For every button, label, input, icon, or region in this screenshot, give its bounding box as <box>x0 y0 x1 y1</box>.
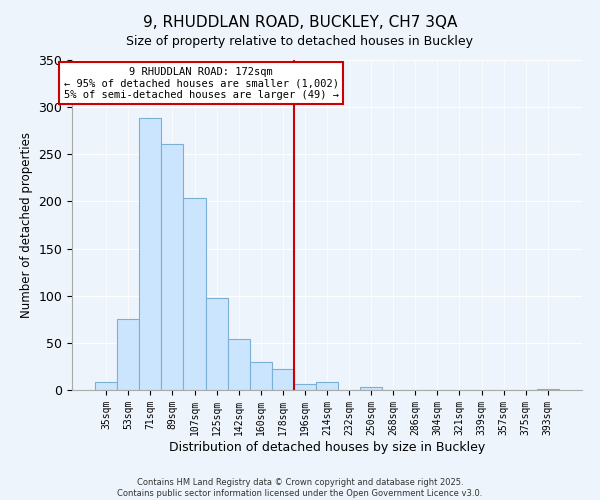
Bar <box>139 118 161 390</box>
Bar <box>227 339 250 390</box>
Text: 9 RHUDDLAN ROAD: 172sqm
← 95% of detached houses are smaller (1,002)
5% of semi-: 9 RHUDDLAN ROAD: 172sqm ← 95% of detache… <box>64 66 338 100</box>
Bar <box>272 370 294 390</box>
Text: Contains HM Land Registry data © Crown copyright and database right 2025.
Contai: Contains HM Land Registry data © Crown c… <box>118 478 482 498</box>
Bar <box>360 387 382 390</box>
Bar <box>316 382 338 390</box>
Bar <box>95 382 117 390</box>
Bar <box>206 298 227 390</box>
Bar <box>250 362 272 390</box>
Bar <box>184 198 206 390</box>
Y-axis label: Number of detached properties: Number of detached properties <box>20 132 33 318</box>
Bar <box>294 384 316 390</box>
Text: 9, RHUDDLAN ROAD, BUCKLEY, CH7 3QA: 9, RHUDDLAN ROAD, BUCKLEY, CH7 3QA <box>143 15 457 30</box>
X-axis label: Distribution of detached houses by size in Buckley: Distribution of detached houses by size … <box>169 440 485 454</box>
Text: Size of property relative to detached houses in Buckley: Size of property relative to detached ho… <box>127 35 473 48</box>
Bar <box>161 144 184 390</box>
Bar <box>117 320 139 390</box>
Bar <box>537 389 559 390</box>
